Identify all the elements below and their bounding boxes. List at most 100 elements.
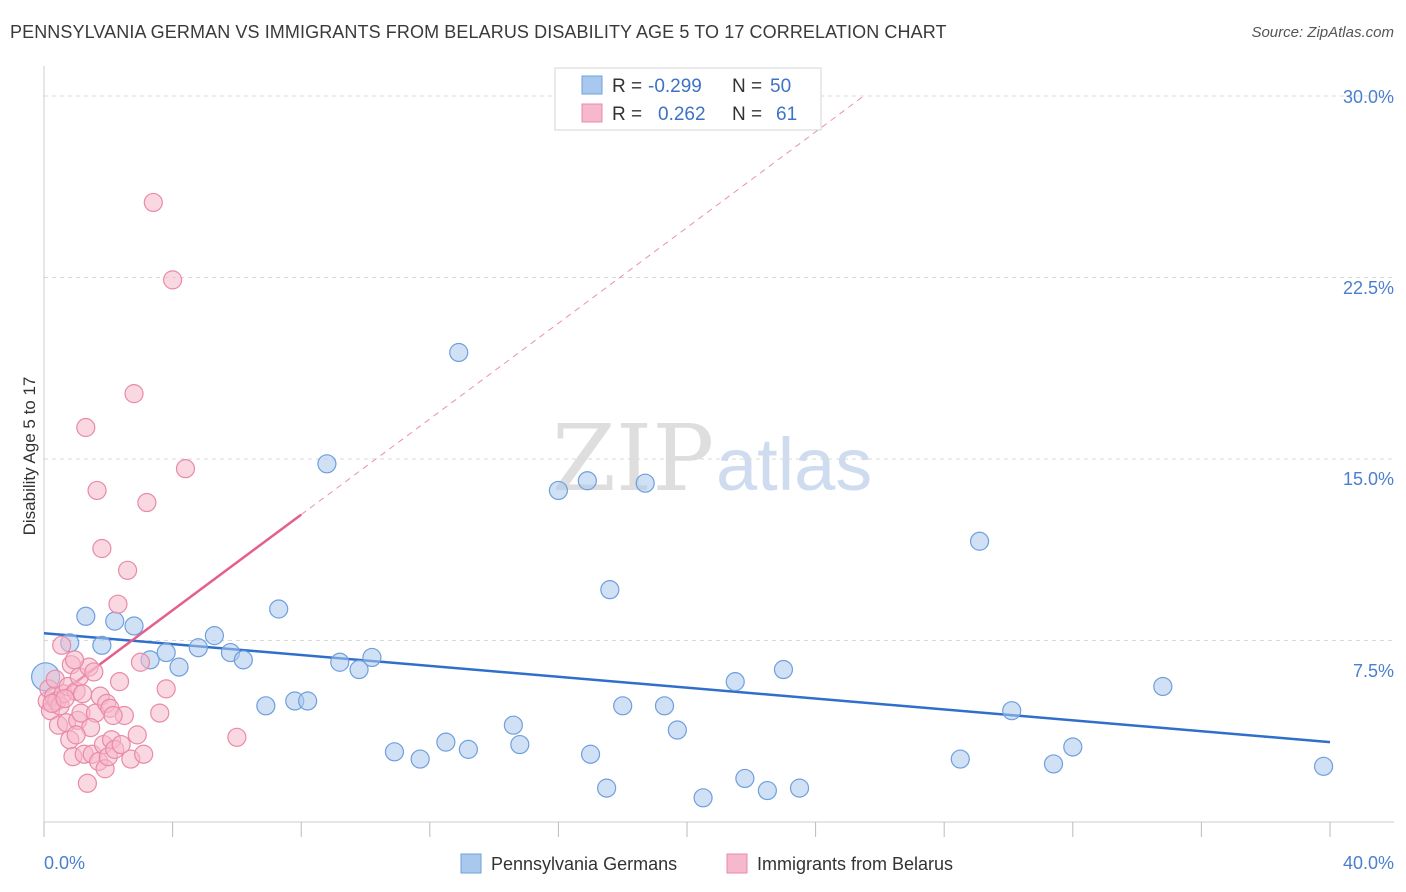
data-point-pennsylvania-germans <box>1153 676 1173 697</box>
data-point-immigrants-belarus <box>227 727 247 747</box>
data-point-immigrants-belarus <box>127 725 147 745</box>
data-point-immigrants-belarus <box>150 703 170 723</box>
data-point-pennsylvania-germans <box>613 696 633 716</box>
data-point-pennsylvania-germans <box>950 749 970 769</box>
data-point-immigrants-belarus <box>66 725 86 745</box>
x-tick-label-max: 40.0% <box>1343 853 1394 873</box>
data-point-pennsylvania-germans <box>256 696 276 716</box>
data-point-immigrants-belarus <box>64 650 85 670</box>
data-point-immigrants-belarus <box>52 635 72 655</box>
data-point-pennsylvania-germans <box>384 742 405 762</box>
data-point-immigrants-belarus <box>76 417 96 438</box>
data-point-immigrants-belarus <box>55 688 75 709</box>
legend-n-label-blue: N = <box>732 76 762 97</box>
data-point-immigrants-belarus <box>109 672 130 692</box>
data-point-pennsylvania-germans <box>1043 754 1064 774</box>
series-legend-label-pink: Immigrants from Belarus <box>757 854 953 874</box>
legend-r-value-pink: 0.262 <box>658 104 706 125</box>
data-point-pennsylvania-germans <box>773 659 794 680</box>
data-point-immigrants-belarus <box>143 192 163 213</box>
data-point-immigrants-belarus <box>72 684 93 704</box>
data-point-immigrants-belarus <box>175 459 196 479</box>
data-point-pennsylvania-germans <box>169 657 189 677</box>
legend-r-label-pink: R = <box>612 104 642 125</box>
data-point-pennsylvania-germans <box>269 599 289 619</box>
data-point-immigrants-belarus <box>103 705 123 726</box>
data-point-immigrants-belarus <box>92 538 112 559</box>
y-tick-label-7-5: 7.5% <box>1353 661 1394 681</box>
x-tick-label-min: 0.0% <box>44 853 85 873</box>
data-point-pennsylvania-germans <box>580 744 601 764</box>
chart-source: Source: ZipAtlas.com <box>1251 24 1394 41</box>
data-point-pennsylvania-germans <box>436 732 456 752</box>
series-legend-label-blue: Pennsylvania Germans <box>491 854 677 874</box>
y-tick-label-15: 15.0% <box>1343 469 1394 489</box>
legend-n-label-pink: N = <box>732 104 762 125</box>
data-point-pennsylvania-germans <box>298 691 318 711</box>
data-point-pennsylvania-germans <box>410 749 430 769</box>
data-point-immigrants-belarus <box>134 744 154 764</box>
data-points <box>31 192 1334 808</box>
grid-lines <box>44 95 1394 641</box>
series-legend: Pennsylvania Germans Immigrants from Bel… <box>460 853 953 874</box>
y-tick-label-22-5: 22.5% <box>1343 278 1394 298</box>
data-point-pennsylvania-germans <box>317 454 337 474</box>
data-point-pennsylvania-germans <box>156 642 176 663</box>
data-point-pennsylvania-germans <box>503 715 523 735</box>
data-point-immigrants-belarus <box>111 734 131 755</box>
data-point-pennsylvania-germans <box>654 696 675 716</box>
data-point-pennsylvania-germans <box>693 788 713 808</box>
data-point-pennsylvania-germans <box>1002 701 1022 721</box>
data-point-pennsylvania-germans <box>188 638 208 658</box>
data-point-pennsylvania-germans <box>1063 737 1083 757</box>
data-point-pennsylvania-germans <box>789 778 810 798</box>
data-point-immigrants-belarus <box>117 560 138 580</box>
legend-r-value-blue: -0.299 <box>648 76 702 97</box>
data-point-pennsylvania-germans <box>330 652 350 672</box>
data-point-pennsylvania-germans <box>449 342 469 363</box>
data-point-pennsylvania-germans <box>735 768 755 789</box>
data-point-pennsylvania-germans <box>458 739 478 759</box>
data-point-pennsylvania-germans <box>548 480 569 501</box>
data-point-pennsylvania-germans <box>600 580 620 600</box>
data-point-pennsylvania-germans <box>76 606 96 626</box>
data-point-immigrants-belarus <box>77 773 98 793</box>
y-axis-title: Disability Age 5 to 17 <box>20 377 39 536</box>
data-point-pennsylvania-germans <box>124 616 144 636</box>
data-point-pennsylvania-germans <box>757 780 777 801</box>
trend-line-pennsylvania-germans <box>43 631 1331 744</box>
data-point-pennsylvania-germans <box>969 531 990 551</box>
legend-n-value-pink: 61 <box>776 104 797 125</box>
legend-n-value-blue: 50 <box>770 76 791 97</box>
data-point-pennsylvania-germans <box>92 635 112 655</box>
data-point-pennsylvania-germans <box>667 720 687 740</box>
data-point-immigrants-belarus <box>108 594 128 614</box>
stats-legend: R = -0.299 N = 50 R = 0.262 N = 61 <box>554 67 822 131</box>
data-point-pennsylvania-germans <box>204 626 224 646</box>
data-point-pennsylvania-germans <box>635 473 655 493</box>
data-point-immigrants-belarus <box>84 662 104 682</box>
data-point-pennsylvania-germans <box>1313 756 1334 776</box>
watermark-zip: ZIP <box>552 405 714 512</box>
series-legend-swatch-pink <box>726 853 748 874</box>
legend-swatch-pink <box>581 103 603 123</box>
chart-title: PENNSYLVANIA GERMAN VS IMMIGRANTS FROM B… <box>10 22 947 42</box>
data-point-pennsylvania-germans <box>725 672 745 692</box>
data-point-immigrants-belarus <box>137 492 157 513</box>
legend-swatch-blue <box>581 75 603 95</box>
data-point-pennsylvania-germans <box>362 647 382 668</box>
series-legend-swatch-blue <box>460 853 482 874</box>
data-point-immigrants-belarus <box>124 384 144 404</box>
data-point-pennsylvania-germans <box>597 778 617 798</box>
data-point-pennsylvania-germans <box>233 650 253 670</box>
data-point-immigrants-belarus <box>87 480 107 501</box>
data-point-immigrants-belarus <box>163 270 183 290</box>
y-tick-label-30: 30.0% <box>1343 87 1394 107</box>
trend-line-immigrants-belarus-extension <box>300 95 865 516</box>
data-point-immigrants-belarus <box>156 679 176 699</box>
watermark-atlas: atlas <box>716 423 872 506</box>
data-point-pennsylvania-germans <box>577 471 597 491</box>
data-point-pennsylvania-germans <box>349 659 369 680</box>
data-point-pennsylvania-germans <box>510 734 530 755</box>
